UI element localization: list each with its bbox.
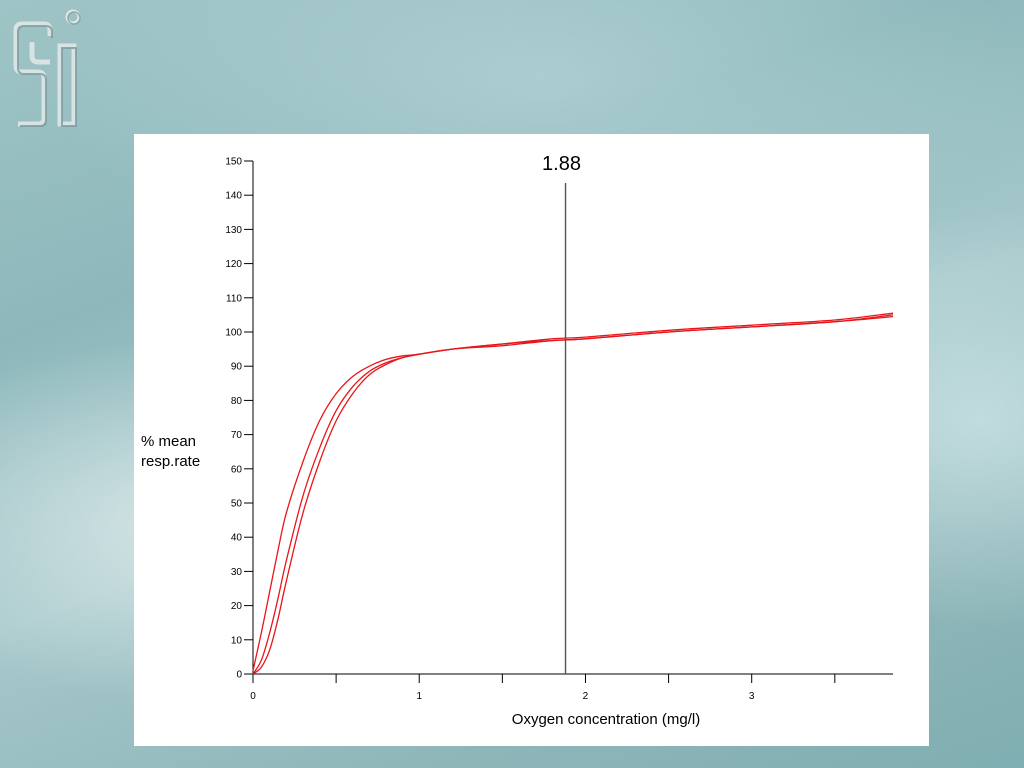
y-tick-label: 60 [231,464,243,475]
x-tick-label: 0 [250,691,256,702]
y-tick-label: 0 [236,670,242,681]
series-line-3 [252,315,894,675]
x-tick-label: 3 [749,691,755,702]
x-tick-label: 1 [416,691,422,702]
chart-panel: 0 10 20 30 40 50 60 70 80 90 100 110 120 130 140 150 0 1 2… [134,134,929,746]
y-tick-label: 30 [231,567,243,578]
y-tick-label: 40 [231,533,243,544]
series-line-1 [252,314,894,671]
y-tick-label: 50 [231,499,243,510]
y-tick-label: 100 [225,328,242,339]
x-tick-label: 2 [583,691,589,702]
y-tick-label: 70 [231,430,243,441]
series-line-2 [252,312,894,675]
x-axis-label: Oxygen concentration (mg/l) [512,711,700,728]
oxygen-response-chart: 0 10 20 30 40 50 60 70 80 90 100 110 120 130 140 150 0 1 2… [141,153,894,728]
y-tick-label: 150 [225,157,242,168]
y-tick-label: 110 [226,293,242,304]
threshold-marker-label: 1.88 [542,153,581,175]
y-tick-label: 10 [231,635,243,646]
y-axis-label-line-1: % mean [141,433,196,450]
y-tick-label: 90 [231,362,243,373]
si-logo-icon [13,9,81,127]
y-tick-label: 120 [225,259,242,270]
chart-series [252,312,894,675]
y-tick-label: 80 [231,396,243,407]
y-axis-label-line-2: resp.rate [141,453,200,470]
y-tick-label: 130 [225,225,242,236]
chart-axes: 0 10 20 30 40 50 60 70 80 90 100 110 120 130 140 150 0 1 2… [225,157,893,702]
y-tick-label: 140 [225,191,242,202]
y-tick-label: 20 [231,601,243,612]
